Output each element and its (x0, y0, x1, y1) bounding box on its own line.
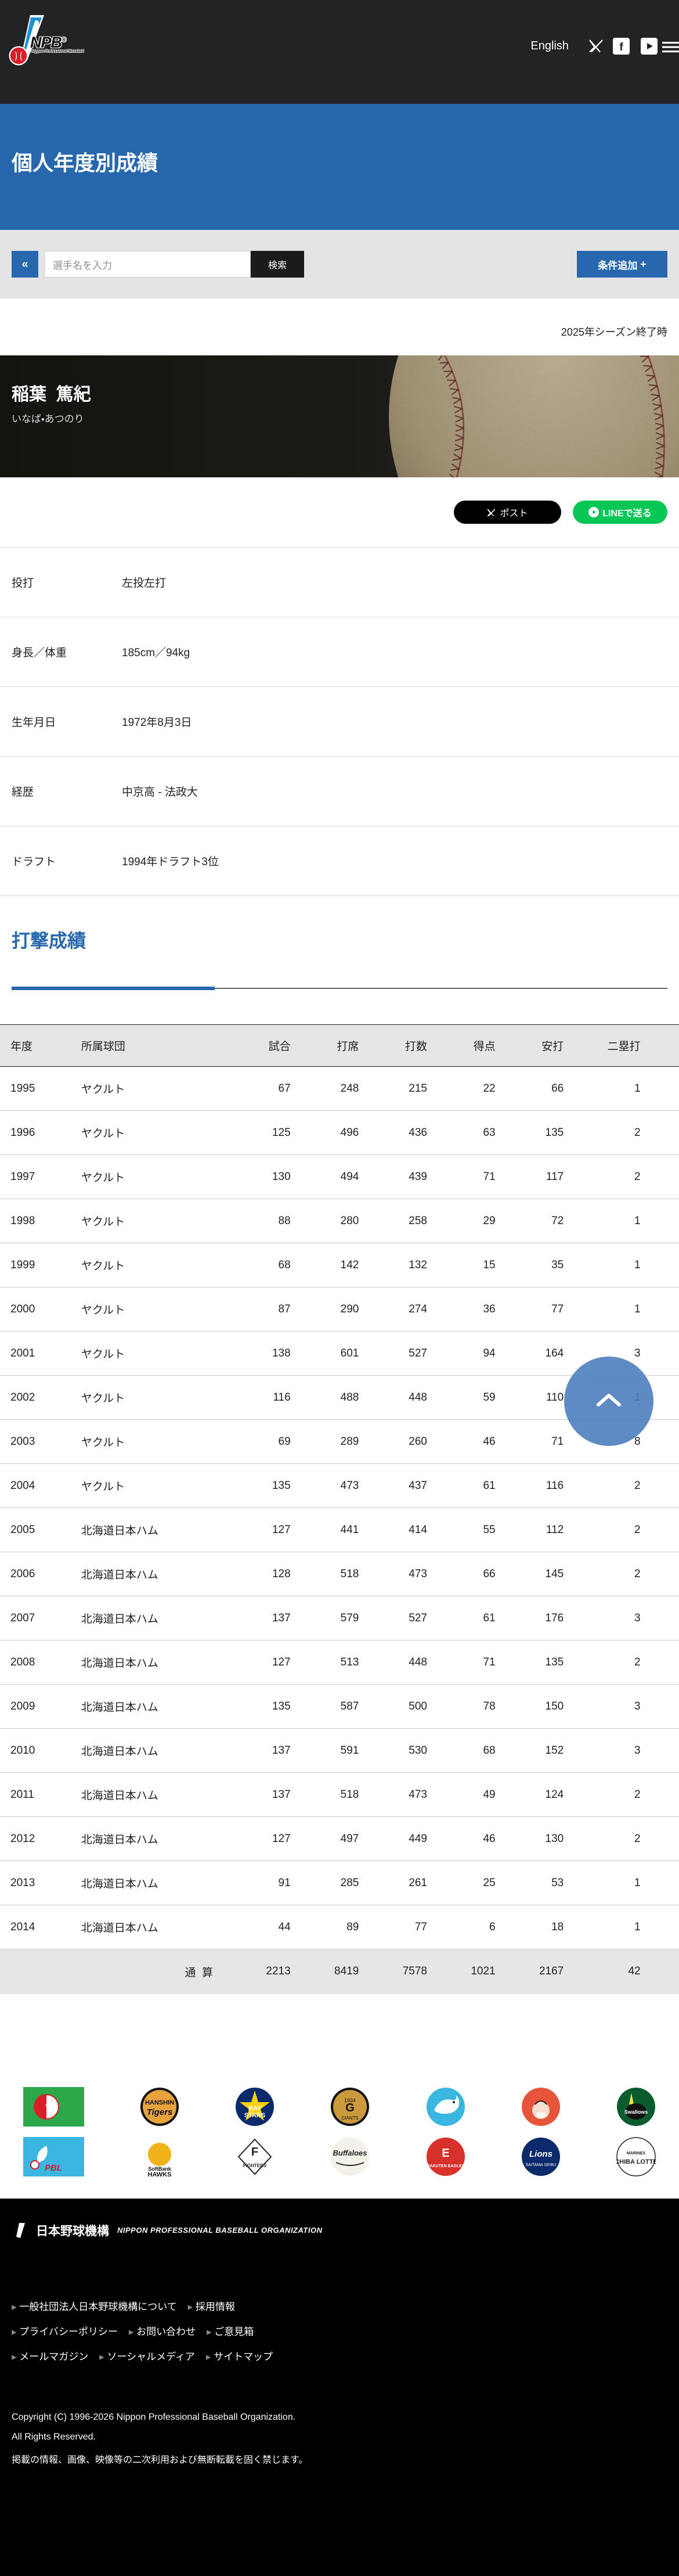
svg-text:SAITAMA SEIBU: SAITAMA SEIBU (525, 2163, 556, 2167)
svg-text:BAY: BAY (248, 2105, 262, 2112)
svg-text:PBL: PBL (45, 2163, 62, 2173)
svg-text:HANSHIN: HANSHIN (145, 2099, 174, 2106)
svg-text:GIANTS: GIANTS (342, 2116, 359, 2121)
svg-text:f: f (619, 41, 623, 53)
svg-text:Lions: Lions (529, 2149, 552, 2159)
svg-text:FIGHTERS: FIGHTERS (243, 2163, 267, 2168)
svg-text:Tigers: Tigers (147, 2107, 173, 2117)
svg-text:HAWKS: HAWKS (148, 2171, 172, 2176)
svg-text:RAKUTEN EAGLES: RAKUTEN EAGLES (427, 2164, 464, 2168)
svg-text:E: E (442, 2147, 449, 2160)
svg-text:Swallows: Swallows (624, 2109, 648, 2115)
svg-text:MARINES: MARINES (627, 2152, 646, 2156)
svg-text:CHIBA LOTTE: CHIBA LOTTE (616, 2158, 656, 2165)
svg-text:F: F (251, 2146, 258, 2158)
svg-text:Buffaloes: Buffaloes (333, 2149, 367, 2157)
svg-text:STARS: STARS (244, 2112, 265, 2119)
svg-text:G: G (346, 2102, 355, 2114)
